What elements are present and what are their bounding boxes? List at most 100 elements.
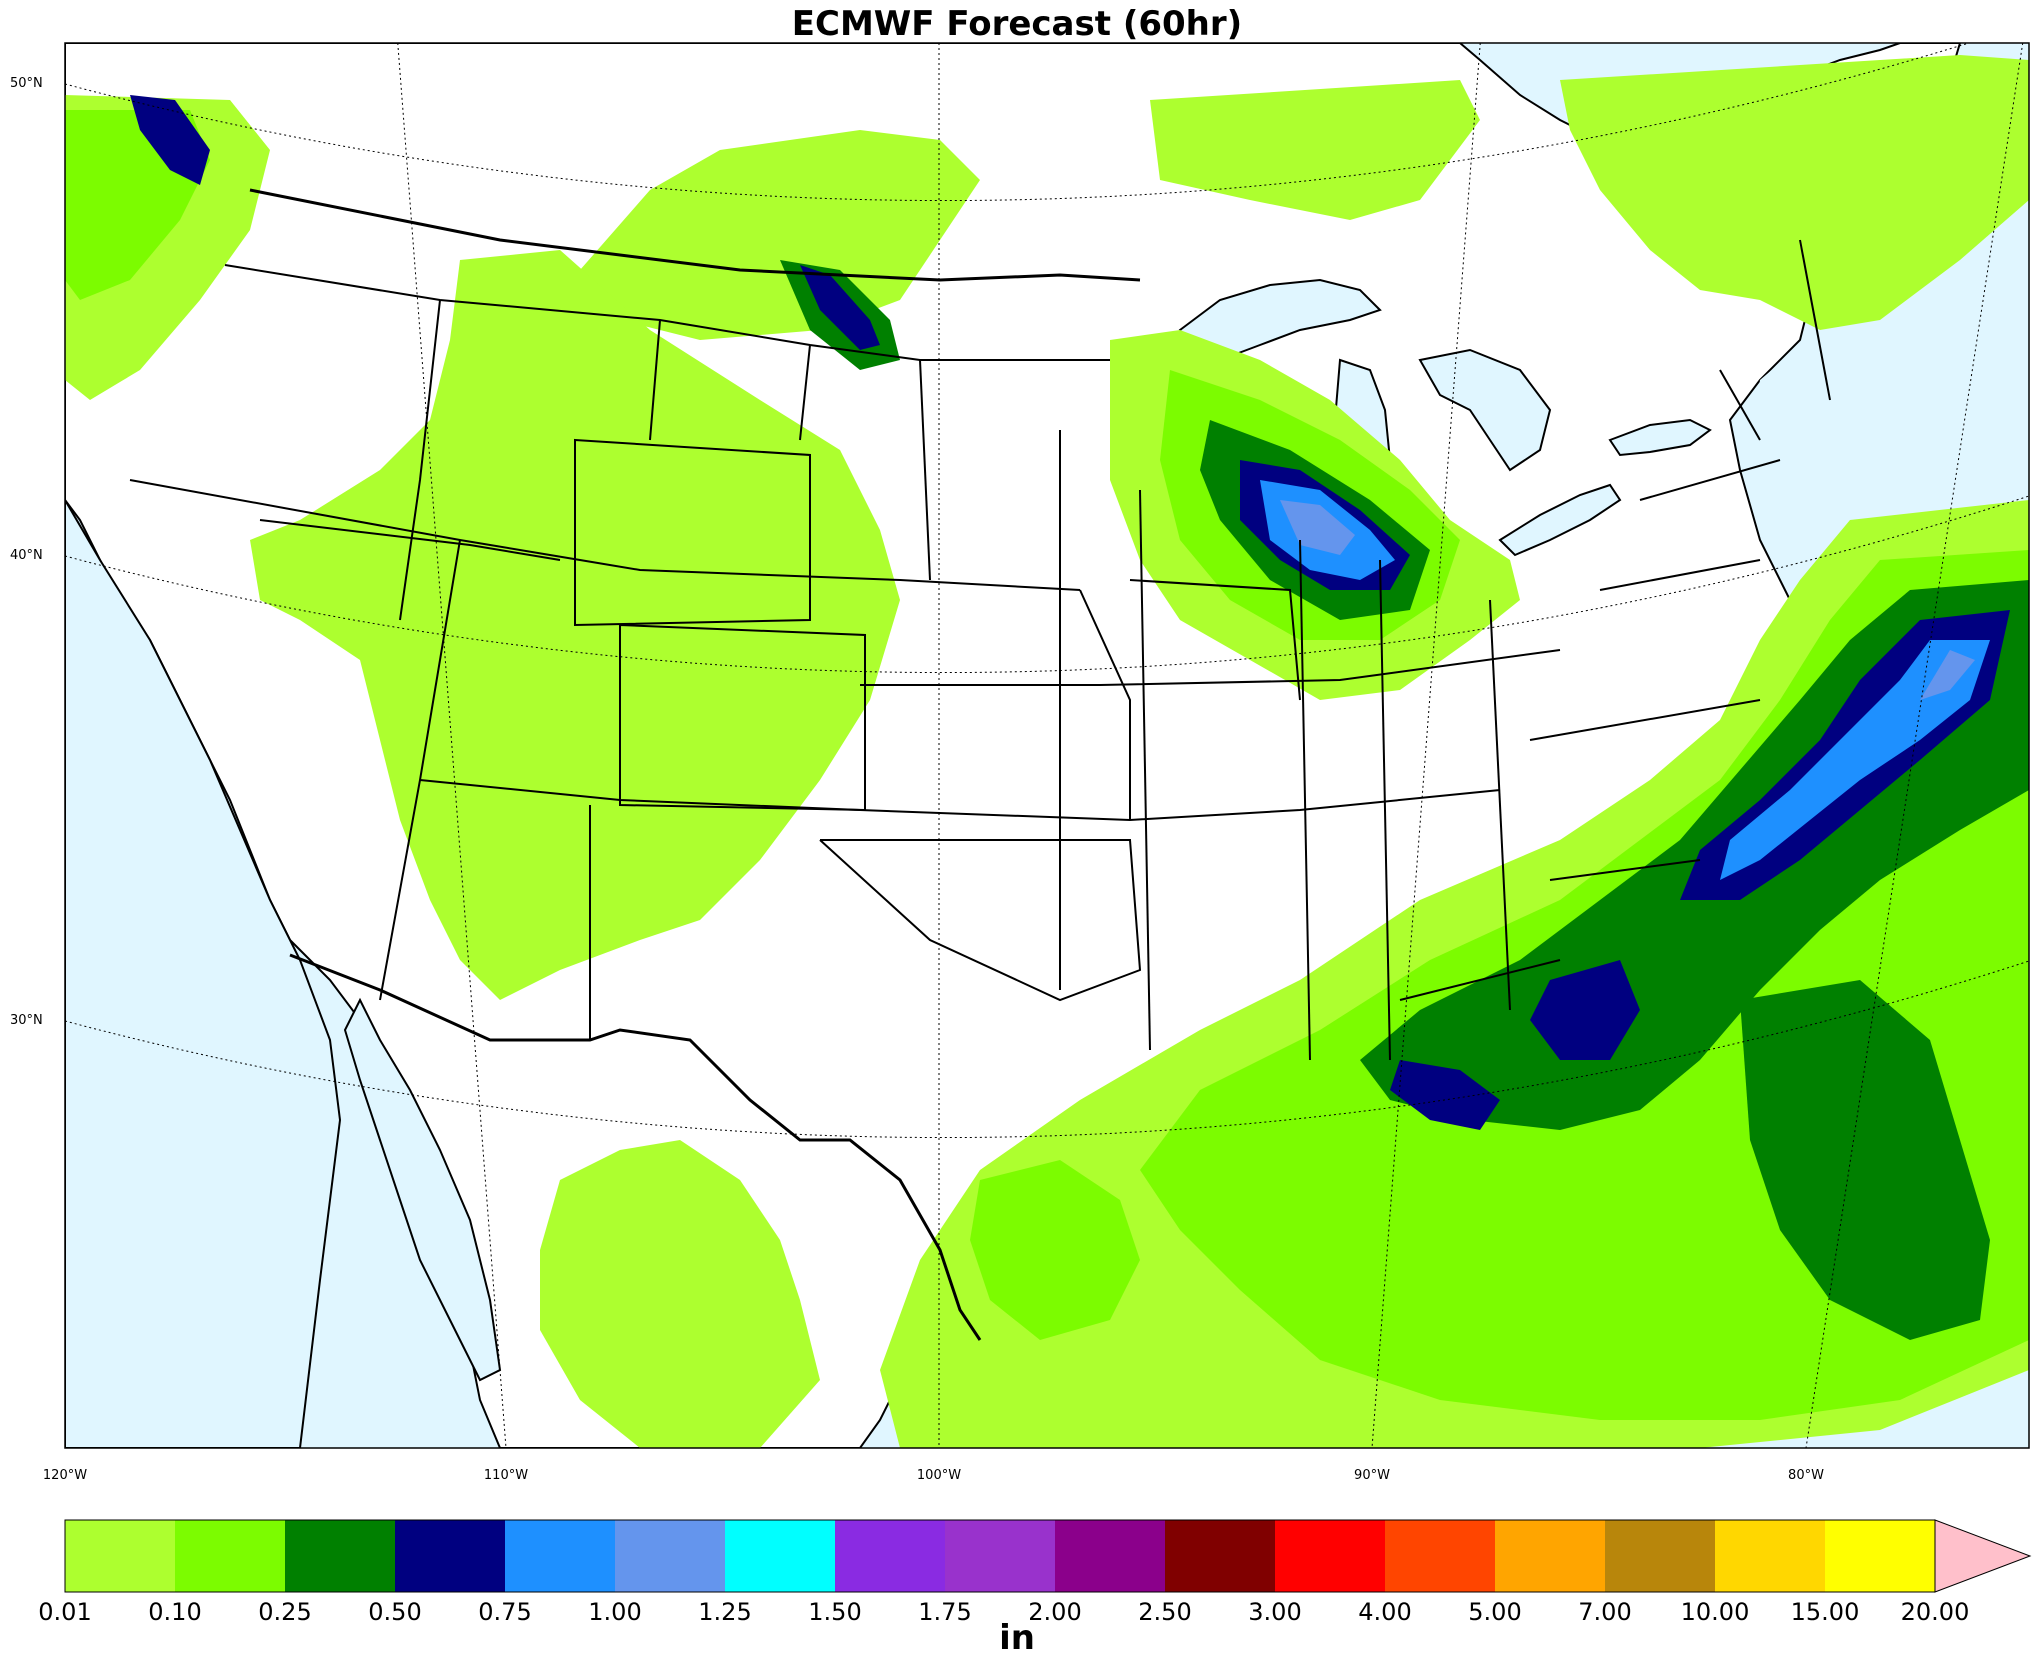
border-line <box>574 438 811 627</box>
border-line <box>1489 599 1511 1011</box>
lat-label: 30°N <box>10 1013 43 1028</box>
colorbar-segment <box>725 1520 836 1592</box>
colorbar-extend-arrow <box>1934 1519 2032 1593</box>
border-line <box>1599 559 1761 591</box>
border-line <box>1299 539 1311 1061</box>
border-line <box>619 623 866 812</box>
colorbar-tick-label: 2.50 <box>1138 1598 1192 1626</box>
colorbar-tick-label: 1.00 <box>588 1598 642 1626</box>
precip-region-canada <box>1150 80 1480 220</box>
precip-region-northeast <box>1560 55 2029 330</box>
colorbar-units: in <box>999 1618 1035 1658</box>
graticule <box>65 43 2029 1448</box>
precip-navy-gulf <box>1390 1060 1500 1130</box>
border-line <box>379 539 461 1001</box>
map-frame <box>64 42 2030 1449</box>
border-line <box>919 359 931 581</box>
lon-label: 90°W <box>1354 1468 1390 1483</box>
us-mexico-border <box>289 953 982 1341</box>
border-line <box>1139 489 1151 1051</box>
colorbar-segment <box>1715 1520 1826 1592</box>
colorbar-segment <box>175 1520 286 1592</box>
colorbar-tick-label: 0.10 <box>148 1598 202 1626</box>
precip-medium-texas <box>970 1160 1140 1340</box>
colorbar-segment <box>835 1520 946 1592</box>
colorbar-tick-label: 4.00 <box>1358 1598 1412 1626</box>
border-line <box>129 479 1081 591</box>
border-line <box>399 299 441 621</box>
border-line <box>860 649 1561 686</box>
colorbar-tick-label: 1.50 <box>808 1598 862 1626</box>
precip-cornflower-southeast <box>1920 650 1975 700</box>
colorbar-tick-label: 5.00 <box>1468 1598 1522 1626</box>
colorbar-tick-label: 1.75 <box>918 1598 972 1626</box>
colorbar-tick-label: 20.00 <box>1900 1598 1970 1626</box>
border-line <box>1639 459 1781 501</box>
precip-navy-georgia <box>1530 960 1640 1060</box>
colorbar-segment <box>1165 1520 1276 1592</box>
pacific-baja <box>65 498 342 1448</box>
precip-region-montana <box>580 130 980 340</box>
colorbar-segment <box>615 1520 726 1592</box>
lat-label: 50°N <box>10 76 43 91</box>
colorbar-segment <box>285 1520 396 1592</box>
political-borders <box>129 188 1831 1341</box>
colorbar-outline <box>64 1519 1936 1593</box>
colorbar-segment <box>1385 1520 1496 1592</box>
colorbar-segment <box>1495 1520 1606 1592</box>
border-line <box>1719 369 1761 441</box>
lon-label: 120°W <box>42 1468 88 1483</box>
lake-erie <box>1498 483 1622 557</box>
lon-label: 100°W <box>916 1468 962 1483</box>
colorbar-segment <box>395 1520 506 1592</box>
border-line <box>1799 239 1831 401</box>
precip-heavy-florida <box>1740 980 1990 1340</box>
colorbar-segment <box>1275 1520 1386 1592</box>
precipitation-field <box>65 55 2029 1448</box>
colorbar-segment <box>65 1520 176 1592</box>
precip-blue-southeast <box>1720 640 1990 880</box>
precip-region-texas <box>540 1140 820 1448</box>
border-line <box>1549 859 1701 881</box>
border-line <box>1129 579 1301 701</box>
parallel-line <box>65 495 2029 674</box>
colorbar-tick-label: 0.75 <box>478 1598 532 1626</box>
colorbar-tick-label: 10.00 <box>1680 1598 1750 1626</box>
colorbar-tick-label: 15.00 <box>1790 1598 1860 1626</box>
parallel-line <box>65 43 1971 202</box>
precip-cornflower-midwest <box>1280 500 1355 555</box>
colorbar <box>64 1519 2032 1593</box>
border-line <box>224 264 1110 361</box>
border-line <box>1529 699 1761 741</box>
border-line <box>259 519 561 561</box>
border-line <box>1079 589 1131 820</box>
colorbar-tick-label: 0.50 <box>368 1598 422 1626</box>
border-line <box>799 344 811 441</box>
meridian-line <box>65 1444 66 1448</box>
meridian-line <box>1805 43 2024 1448</box>
border-line <box>819 839 1142 1002</box>
colorbar-tick-label: 3.00 <box>1248 1598 1302 1626</box>
colorbar-segment <box>1825 1520 1936 1592</box>
colorbar-tick-label: 0.25 <box>258 1598 312 1626</box>
precip-navy-montana <box>800 265 880 350</box>
gulf-of-california <box>343 997 502 1382</box>
lon-label: 110°W <box>483 1468 529 1483</box>
colorbar-tick-label: 0.01 <box>38 1598 92 1626</box>
colorbar-segment <box>505 1520 616 1592</box>
border-line <box>419 779 1501 822</box>
colorbar-segment <box>945 1520 1056 1592</box>
map-title: ECMWF Forecast (60hr) <box>791 4 1243 44</box>
colorbar-segment <box>1055 1520 1166 1592</box>
lake-huron <box>1418 348 1552 472</box>
parallel-line <box>65 960 2029 1139</box>
colorbar-tick-label: 2.00 <box>1028 1598 1082 1626</box>
colorbar-tick-label: 1.25 <box>698 1598 752 1626</box>
precip-navy-northwest <box>130 95 210 185</box>
lat-label: 40°N <box>10 548 43 563</box>
colorbar-segment <box>1605 1520 1716 1592</box>
lake-ontario <box>1608 418 1712 457</box>
colorbar-tick-label: 7.00 <box>1578 1598 1632 1626</box>
lon-label: 80°W <box>1788 1468 1824 1483</box>
